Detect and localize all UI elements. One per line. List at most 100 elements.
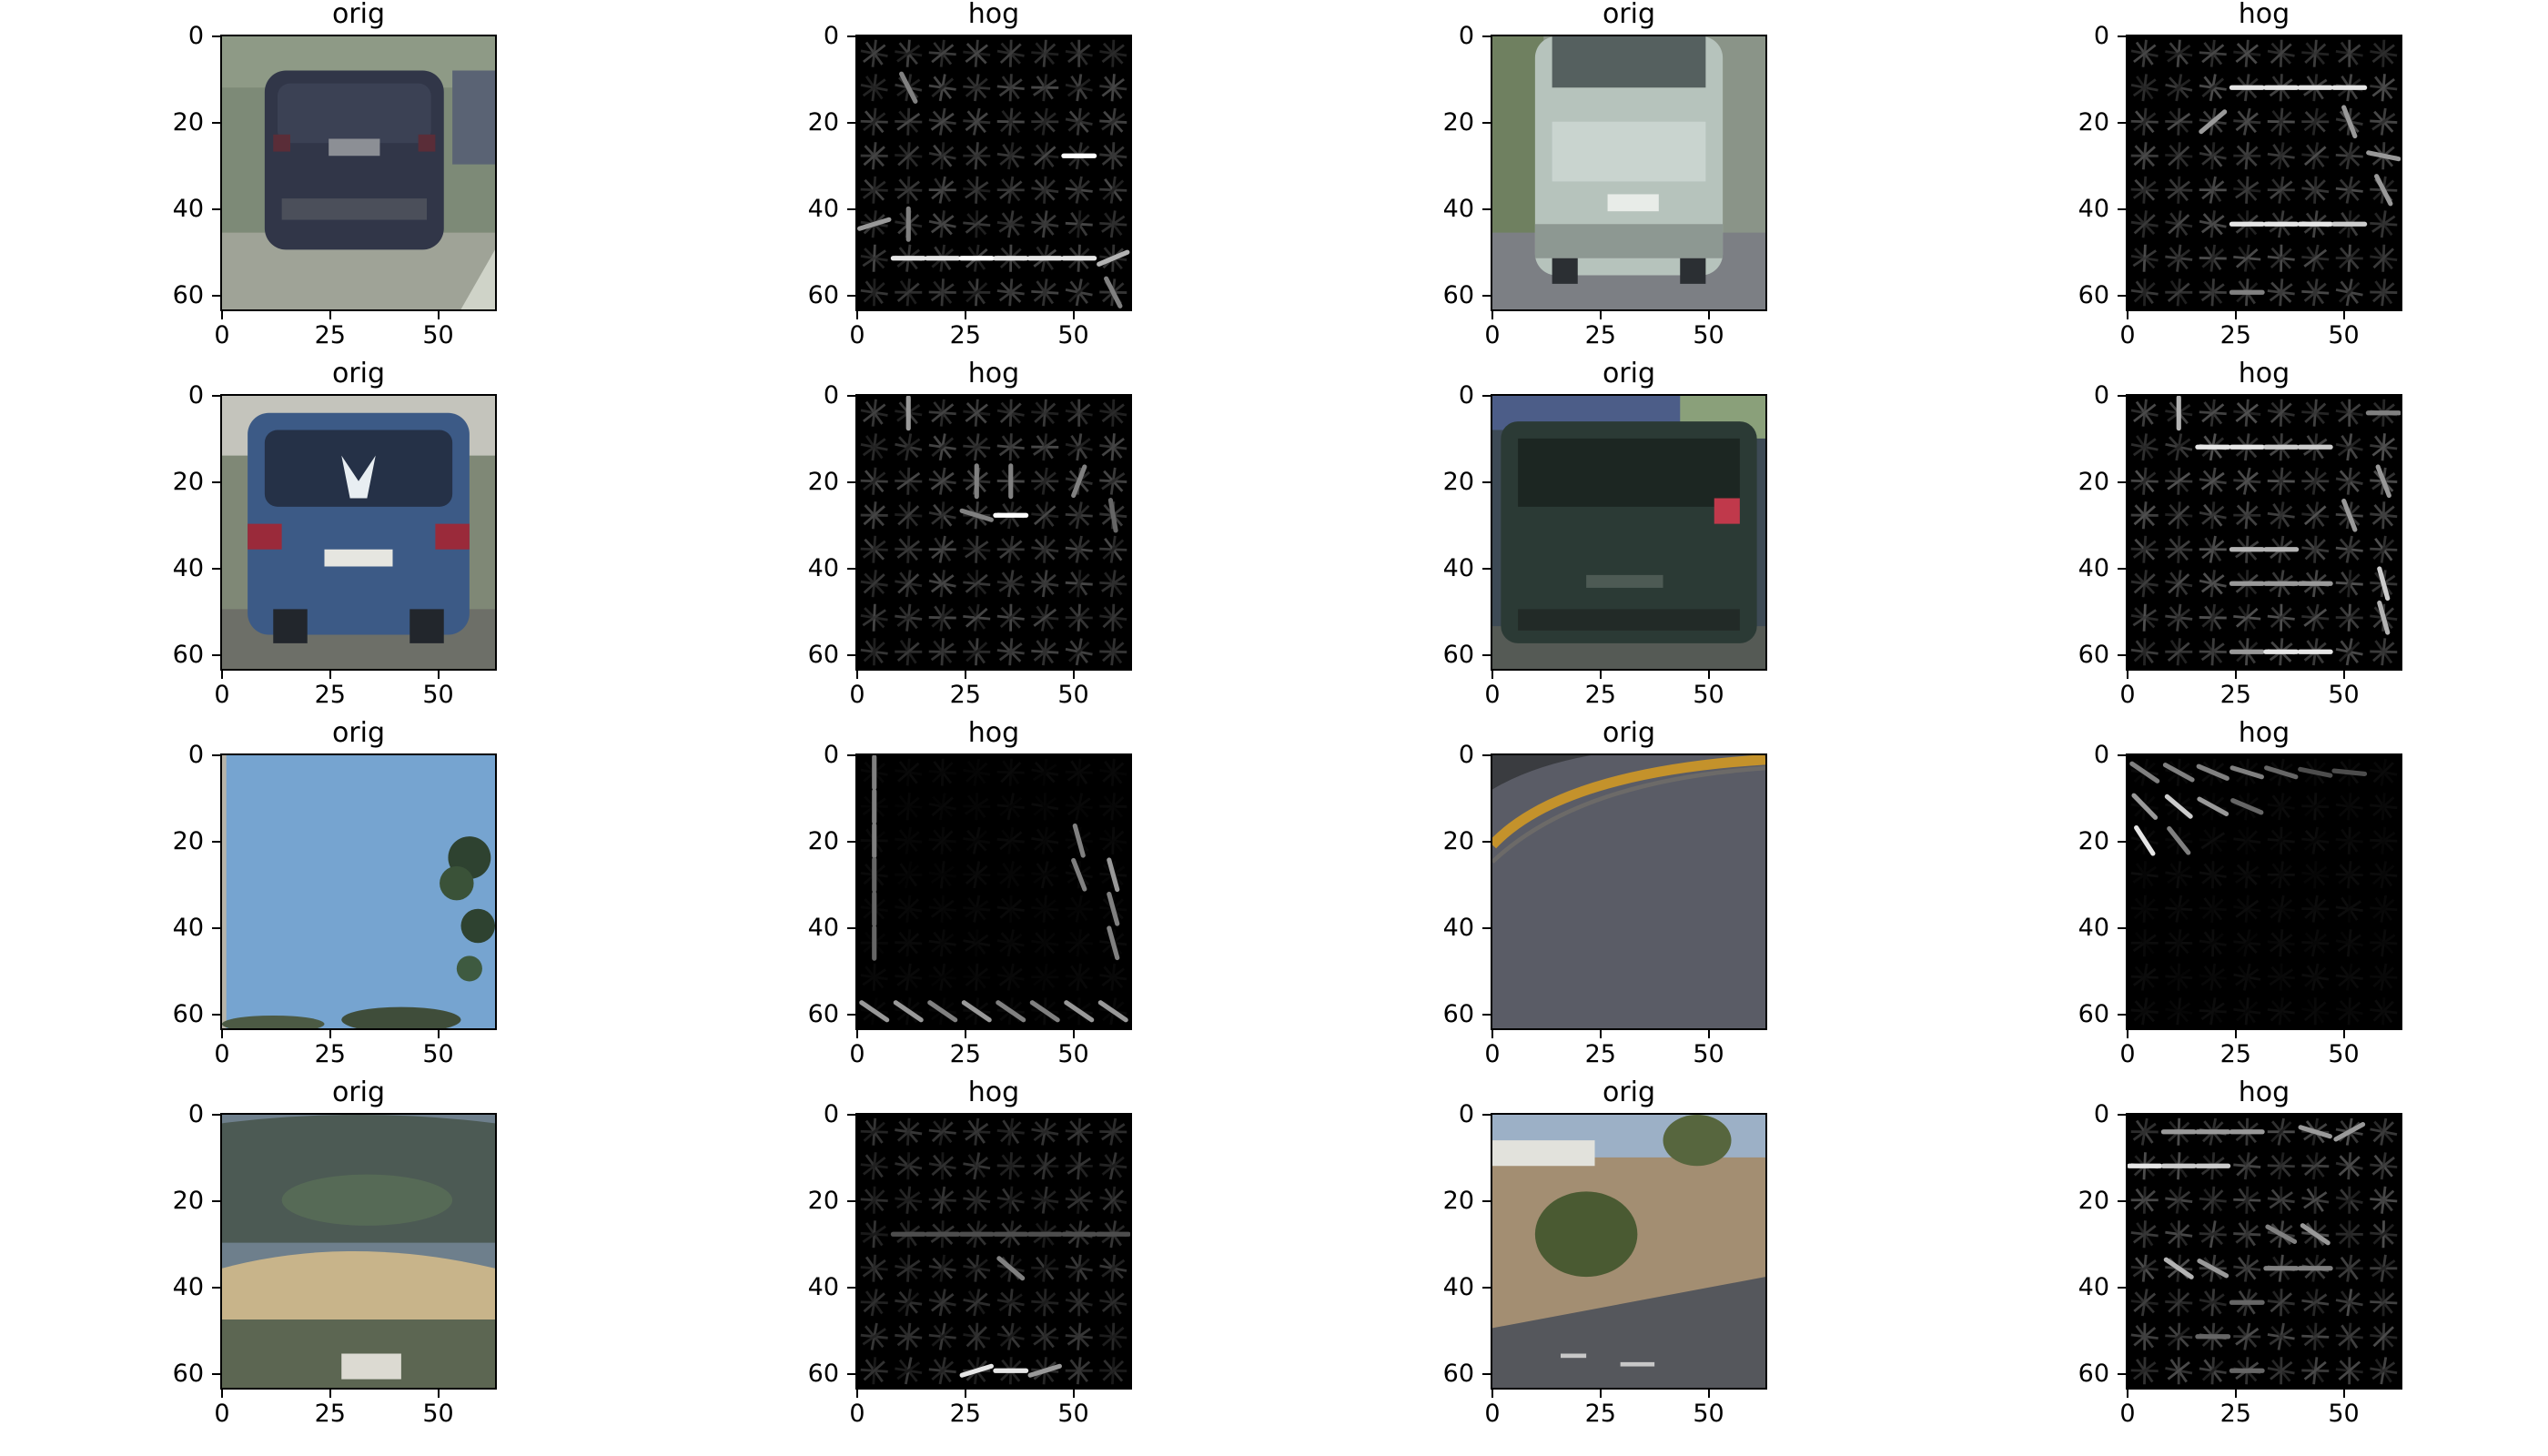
y-tick-mark (847, 1200, 855, 1202)
y-tick-mark (1482, 1287, 1491, 1289)
hog-image (2126, 1113, 2402, 1390)
y-tick-mark (847, 568, 855, 570)
hog-image (2126, 394, 2402, 671)
y-tick-label: 40 (1442, 914, 1474, 942)
x-tick-mark (1072, 311, 1075, 319)
x-tick-mark (329, 311, 331, 319)
y-tick-label: 40 (2078, 195, 2109, 223)
y-tick-mark (847, 208, 855, 210)
x-tick-mark (964, 311, 966, 319)
x-tick-label: 50 (1693, 321, 1724, 349)
hog-image (2126, 753, 2402, 1030)
y-tick-mark (847, 654, 855, 656)
y-tick-label: 20 (807, 1187, 839, 1215)
y-tick-mark (212, 1287, 220, 1289)
y-tick-mark (1482, 754, 1491, 756)
x-tick-mark (1072, 671, 1075, 679)
panel-title: hog (2238, 717, 2290, 749)
x-tick-label: 50 (2328, 681, 2360, 709)
hog-panel-12: hog 0 20 40 60 0 25 50 (2078, 717, 2402, 1078)
y-tick-label: 40 (172, 1273, 204, 1301)
y-tick-mark (847, 481, 855, 483)
y-tick-mark (2118, 395, 2126, 397)
y-tick-mark (1482, 927, 1491, 929)
x-tick-mark (2342, 1030, 2345, 1038)
y-tick-label: 0 (823, 1100, 839, 1128)
y-tick-mark (212, 1200, 220, 1202)
hog-panel-14: hog 0 20 40 60 0 25 50 (808, 1078, 1132, 1438)
y-tick-mark (212, 654, 220, 656)
y-tick-label: 0 (823, 381, 839, 410)
y-tick-mark (2118, 1373, 2126, 1375)
y-tick-label: 20 (1442, 827, 1474, 855)
x-tick-label: 25 (1584, 1040, 1616, 1068)
orig-panel-11: orig 0 20 40 60 0 25 50 (1443, 719, 1767, 1078)
y-tick-label: 60 (2078, 1360, 2109, 1388)
y-tick-label: 40 (1442, 554, 1474, 582)
x-tick-label: 0 (849, 1040, 865, 1068)
panel-title: orig (1602, 1077, 1656, 1108)
x-tick-label: 25 (1584, 1400, 1616, 1428)
hog-panel-10: hog 0 20 40 60 0 25 50 (808, 717, 1132, 1078)
hog-image (855, 394, 1132, 671)
y-tick-mark (847, 754, 855, 756)
panel-title: orig (331, 717, 386, 749)
x-tick-mark (1491, 671, 1493, 679)
original-image (1491, 1113, 1767, 1390)
x-tick-mark (2127, 671, 2128, 679)
y-tick-label: 20 (1442, 468, 1474, 496)
panel-title: orig (1602, 358, 1656, 389)
original-image (1491, 753, 1767, 1030)
y-tick-mark (2118, 35, 2126, 37)
x-tick-label: 0 (214, 681, 230, 709)
x-tick-mark (221, 311, 223, 319)
x-tick-mark (329, 1390, 331, 1398)
y-tick-label: 20 (1442, 1187, 1474, 1215)
y-tick-mark (1482, 208, 1491, 210)
hog-visualization (857, 36, 1130, 309)
hog-panel-16: hog 0 20 40 60 0 25 50 (2078, 1078, 2402, 1438)
panel-title: hog (967, 717, 1020, 749)
y-tick-label: 0 (1458, 1100, 1474, 1128)
photo (222, 755, 495, 1028)
y-tick-label: 60 (172, 1360, 204, 1388)
y-tick-label: 0 (187, 381, 204, 410)
y-tick-mark (212, 35, 220, 37)
panel-title: orig (331, 0, 386, 30)
x-tick-label: 0 (849, 681, 865, 709)
x-tick-label: 50 (2328, 1400, 2360, 1428)
x-tick-mark (2127, 311, 2128, 319)
hog-image (855, 753, 1132, 1030)
hog-panel-4: hog 0 20 40 60 0 25 50 (2078, 0, 2402, 359)
x-tick-mark (964, 671, 966, 679)
y-tick-mark (1482, 1114, 1491, 1116)
x-tick-mark (856, 1030, 858, 1038)
x-tick-label: 25 (2219, 321, 2251, 349)
panel-title: hog (2238, 0, 2290, 30)
y-tick-label: 0 (1458, 381, 1474, 410)
y-tick-label: 0 (2093, 741, 2109, 769)
x-tick-label: 50 (1693, 1400, 1724, 1428)
x-tick-label: 50 (1693, 681, 1724, 709)
y-tick-mark (2118, 754, 2126, 756)
y-tick-mark (847, 1287, 855, 1289)
photo (1492, 36, 1765, 309)
y-tick-label: 60 (807, 1360, 839, 1388)
x-tick-label: 0 (1484, 1400, 1501, 1428)
x-tick-mark (2127, 1390, 2128, 1398)
y-tick-label: 60 (807, 281, 839, 309)
y-tick-label: 20 (2078, 108, 2109, 136)
photo (1492, 396, 1765, 669)
original-image (220, 394, 497, 671)
y-tick-label: 20 (2078, 468, 2109, 496)
y-tick-label: 0 (187, 22, 204, 50)
y-tick-mark (2118, 1200, 2126, 1202)
x-tick-label: 50 (422, 1400, 454, 1428)
x-tick-label: 25 (314, 1400, 346, 1428)
y-tick-label: 60 (1442, 1000, 1474, 1028)
y-tick-mark (1482, 841, 1491, 843)
x-tick-mark (1707, 311, 1710, 319)
y-tick-mark (2118, 481, 2126, 483)
hog-panel-6: hog 0 20 40 60 0 25 50 (808, 359, 1132, 719)
photo (1492, 755, 1765, 1028)
